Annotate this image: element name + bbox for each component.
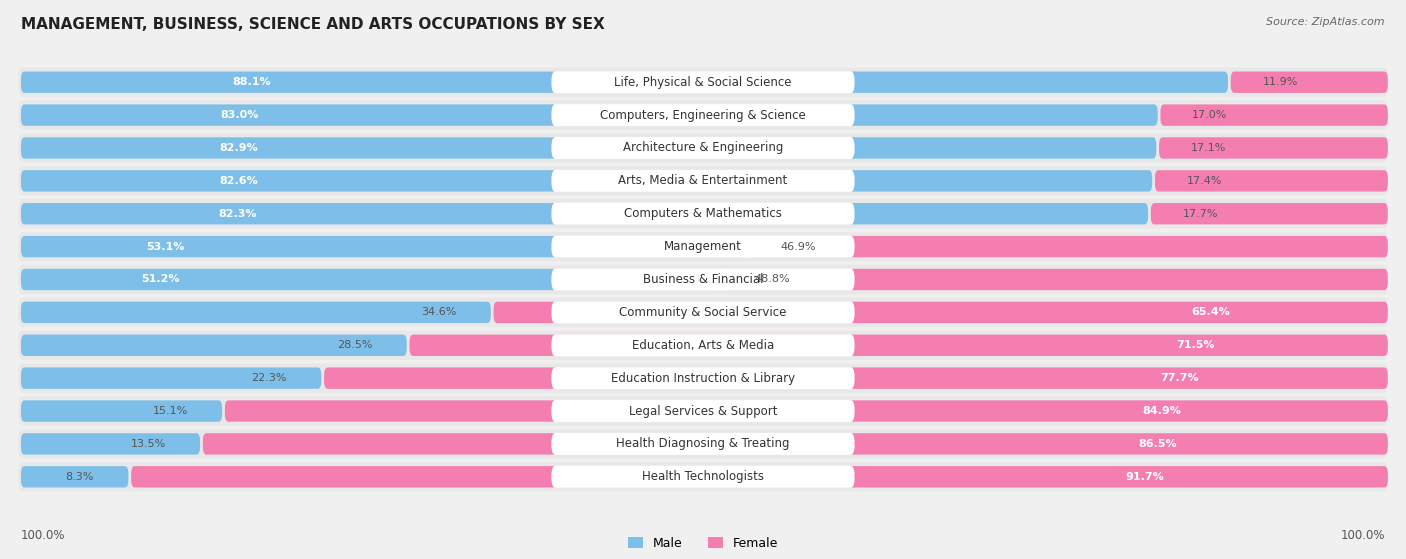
Text: 65.4%: 65.4% (1191, 307, 1230, 318)
Text: 13.5%: 13.5% (131, 439, 166, 449)
Text: 84.9%: 84.9% (1143, 406, 1181, 416)
FancyBboxPatch shape (21, 138, 1156, 159)
FancyBboxPatch shape (551, 104, 855, 126)
FancyBboxPatch shape (18, 166, 1388, 196)
FancyBboxPatch shape (18, 363, 1388, 393)
FancyBboxPatch shape (409, 335, 1388, 356)
FancyBboxPatch shape (551, 268, 855, 291)
FancyBboxPatch shape (551, 137, 855, 159)
FancyBboxPatch shape (21, 335, 406, 356)
FancyBboxPatch shape (551, 466, 855, 488)
FancyBboxPatch shape (551, 334, 855, 356)
Text: 82.6%: 82.6% (219, 176, 257, 186)
FancyBboxPatch shape (551, 301, 855, 324)
Text: 77.7%: 77.7% (1160, 373, 1199, 383)
FancyBboxPatch shape (494, 302, 1388, 323)
Text: Education Instruction & Library: Education Instruction & Library (612, 372, 794, 385)
Text: 71.5%: 71.5% (1175, 340, 1215, 350)
Text: 22.3%: 22.3% (252, 373, 287, 383)
FancyBboxPatch shape (21, 433, 200, 454)
FancyBboxPatch shape (551, 400, 855, 422)
FancyBboxPatch shape (325, 367, 1388, 389)
Text: 17.0%: 17.0% (1192, 110, 1227, 120)
FancyBboxPatch shape (551, 433, 855, 455)
Text: Architecture & Engineering: Architecture & Engineering (623, 141, 783, 154)
FancyBboxPatch shape (551, 170, 855, 192)
FancyBboxPatch shape (21, 105, 1157, 126)
Text: 17.1%: 17.1% (1191, 143, 1226, 153)
FancyBboxPatch shape (21, 400, 222, 421)
Text: 88.1%: 88.1% (232, 77, 271, 87)
Text: 28.5%: 28.5% (337, 340, 373, 350)
FancyBboxPatch shape (18, 101, 1388, 130)
Text: 51.2%: 51.2% (141, 274, 180, 285)
FancyBboxPatch shape (551, 203, 855, 225)
Text: 100.0%: 100.0% (21, 529, 66, 542)
FancyBboxPatch shape (18, 68, 1388, 97)
Text: Business & Financial: Business & Financial (643, 273, 763, 286)
FancyBboxPatch shape (1154, 170, 1388, 192)
Text: 82.3%: 82.3% (218, 209, 257, 219)
Text: 11.9%: 11.9% (1263, 77, 1298, 87)
FancyBboxPatch shape (1230, 72, 1388, 93)
FancyBboxPatch shape (18, 265, 1388, 294)
FancyBboxPatch shape (551, 235, 855, 258)
Text: 17.7%: 17.7% (1182, 209, 1218, 219)
FancyBboxPatch shape (551, 367, 855, 389)
Text: Computers, Engineering & Science: Computers, Engineering & Science (600, 108, 806, 122)
Legend: Male, Female: Male, Female (623, 532, 783, 555)
Text: 46.9%: 46.9% (780, 241, 815, 252)
Text: 82.9%: 82.9% (219, 143, 259, 153)
FancyBboxPatch shape (21, 170, 1152, 192)
FancyBboxPatch shape (21, 466, 128, 487)
FancyBboxPatch shape (1159, 138, 1388, 159)
Text: Health Technologists: Health Technologists (643, 470, 763, 484)
FancyBboxPatch shape (748, 236, 1388, 257)
FancyBboxPatch shape (21, 269, 720, 290)
Text: 91.7%: 91.7% (1126, 472, 1164, 482)
FancyBboxPatch shape (18, 330, 1388, 360)
Text: MANAGEMENT, BUSINESS, SCIENCE AND ARTS OCCUPATIONS BY SEX: MANAGEMENT, BUSINESS, SCIENCE AND ARTS O… (21, 17, 605, 32)
Text: 17.4%: 17.4% (1187, 176, 1222, 186)
Text: Education, Arts & Media: Education, Arts & Media (631, 339, 775, 352)
Text: 15.1%: 15.1% (152, 406, 187, 416)
FancyBboxPatch shape (202, 433, 1388, 454)
FancyBboxPatch shape (21, 203, 1149, 224)
Text: Community & Social Service: Community & Social Service (619, 306, 787, 319)
Text: 8.3%: 8.3% (66, 472, 94, 482)
Text: 83.0%: 83.0% (219, 110, 259, 120)
FancyBboxPatch shape (723, 269, 1388, 290)
FancyBboxPatch shape (18, 199, 1388, 229)
Text: Source: ZipAtlas.com: Source: ZipAtlas.com (1267, 17, 1385, 27)
Text: Computers & Mathematics: Computers & Mathematics (624, 207, 782, 220)
FancyBboxPatch shape (21, 302, 491, 323)
Text: 48.8%: 48.8% (754, 274, 790, 285)
FancyBboxPatch shape (18, 232, 1388, 261)
FancyBboxPatch shape (1152, 203, 1388, 224)
FancyBboxPatch shape (18, 134, 1388, 163)
Text: Arts, Media & Entertainment: Arts, Media & Entertainment (619, 174, 787, 187)
Text: Life, Physical & Social Science: Life, Physical & Social Science (614, 75, 792, 89)
FancyBboxPatch shape (18, 298, 1388, 327)
FancyBboxPatch shape (21, 236, 745, 257)
Text: 34.6%: 34.6% (420, 307, 457, 318)
FancyBboxPatch shape (225, 400, 1388, 421)
FancyBboxPatch shape (18, 462, 1388, 491)
FancyBboxPatch shape (551, 71, 855, 93)
FancyBboxPatch shape (21, 367, 322, 389)
Text: 100.0%: 100.0% (1340, 529, 1385, 542)
FancyBboxPatch shape (18, 396, 1388, 425)
Text: 86.5%: 86.5% (1139, 439, 1177, 449)
Text: 53.1%: 53.1% (146, 241, 184, 252)
FancyBboxPatch shape (21, 72, 1227, 93)
FancyBboxPatch shape (131, 466, 1388, 487)
Text: Management: Management (664, 240, 742, 253)
FancyBboxPatch shape (1160, 105, 1388, 126)
Text: Health Diagnosing & Treating: Health Diagnosing & Treating (616, 437, 790, 451)
Text: Legal Services & Support: Legal Services & Support (628, 405, 778, 418)
FancyBboxPatch shape (18, 429, 1388, 458)
